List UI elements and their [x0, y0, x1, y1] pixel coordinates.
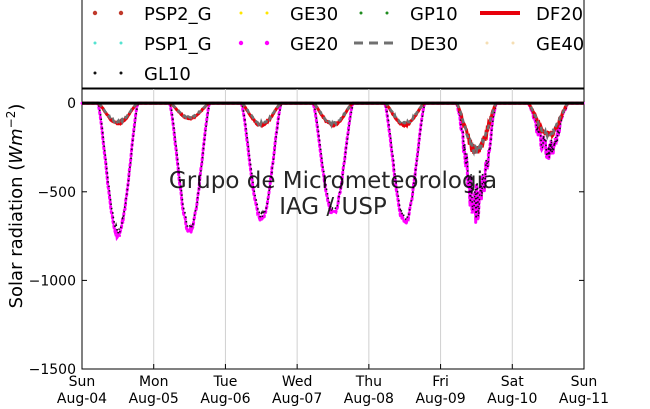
- legend-label: GE20: [290, 34, 338, 55]
- legend-item-psp1_g: PSP1_G: [93, 34, 212, 55]
- legend-label: GP10: [410, 4, 458, 25]
- x-tick-label-date: Aug-08: [344, 391, 394, 407]
- legend-swatch: [93, 71, 97, 75]
- legend-item-ge40: GE40: [485, 34, 584, 55]
- plot-area: [81, 88, 585, 370]
- y-tick-label: −1000: [29, 273, 76, 289]
- series-layer: [80, 101, 586, 242]
- legend-label: PSP1_G: [144, 34, 212, 55]
- legend-label: PSP2_G: [144, 4, 212, 25]
- x-tick-label-day: Mon: [139, 374, 169, 390]
- x-tick-label-day: Sat: [501, 374, 524, 390]
- legend-swatch: [385, 11, 389, 15]
- legend-item-gl10: GL10: [93, 64, 191, 85]
- legend-label: GL10: [144, 64, 191, 85]
- legend-swatch: [238, 40, 244, 46]
- x-tick-label-day: Tue: [212, 374, 237, 390]
- x-axis: SunAug-04MonAug-05TueAug-06WedAug-07ThuA…: [57, 364, 609, 407]
- legend-item-gp10: GP10: [359, 4, 458, 25]
- legend-item-ge30: GE30: [239, 4, 338, 25]
- x-tick-label-day: Fri: [432, 374, 449, 390]
- x-tick-label-day: Sun: [571, 374, 598, 390]
- legend-swatch: [485, 41, 489, 45]
- y-tick-label: 0: [67, 96, 76, 112]
- y-tick-label: −500: [38, 185, 76, 201]
- legend-swatch: [239, 11, 243, 15]
- x-tick-label-date: Aug-04: [57, 391, 107, 407]
- legend-swatch: [511, 41, 515, 45]
- x-tick-label-date: Aug-10: [487, 391, 537, 407]
- legend-swatch: [265, 11, 269, 15]
- grid: [153, 89, 513, 369]
- x-tick-label-day: Thu: [355, 374, 382, 390]
- legend-item-de30: DE30: [354, 34, 458, 55]
- legend-swatch: [359, 11, 363, 15]
- legend-label: GE30: [290, 4, 338, 25]
- legend-swatch: [93, 41, 97, 45]
- legend-label: DF20: [536, 4, 583, 25]
- legend-swatch: [119, 71, 123, 75]
- legend-swatch: [119, 41, 123, 45]
- x-tick-label-date: Aug-11: [559, 391, 609, 407]
- legend-swatch: [264, 40, 270, 46]
- y-axis: 0 −500 −1000 −1500: [29, 96, 584, 378]
- legend-item-psp2_g: PSP2_G: [92, 4, 212, 25]
- watermark-line: IAG / USP: [279, 194, 387, 220]
- legend: PSP2_G GE30 GP10 DF20 PSP1_G GE20 DE30 GE40 GL10: [92, 4, 584, 85]
- y-tick-label: −1500: [29, 362, 76, 378]
- y-axis-label: Solar radiation (Wm−2): [4, 104, 27, 309]
- legend-label: GE40: [536, 34, 584, 55]
- legend-swatch: [92, 10, 98, 16]
- watermark-line: Grupo de Micrometeorologia: [169, 168, 497, 194]
- x-tick-label-date: Aug-07: [272, 391, 322, 407]
- x-tick-label-date: Aug-05: [129, 391, 179, 407]
- legend-item-ge20: GE20: [238, 34, 338, 55]
- legend-item-df20: DF20: [480, 4, 583, 25]
- legend-label: DE30: [410, 34, 458, 55]
- x-tick-label-date: Aug-06: [200, 391, 250, 407]
- legend-swatch: [118, 10, 124, 16]
- x-tick-label-date: Aug-09: [415, 391, 465, 407]
- x-tick-label-day: Sun: [69, 374, 96, 390]
- x-tick-label-day: Wed: [282, 374, 313, 390]
